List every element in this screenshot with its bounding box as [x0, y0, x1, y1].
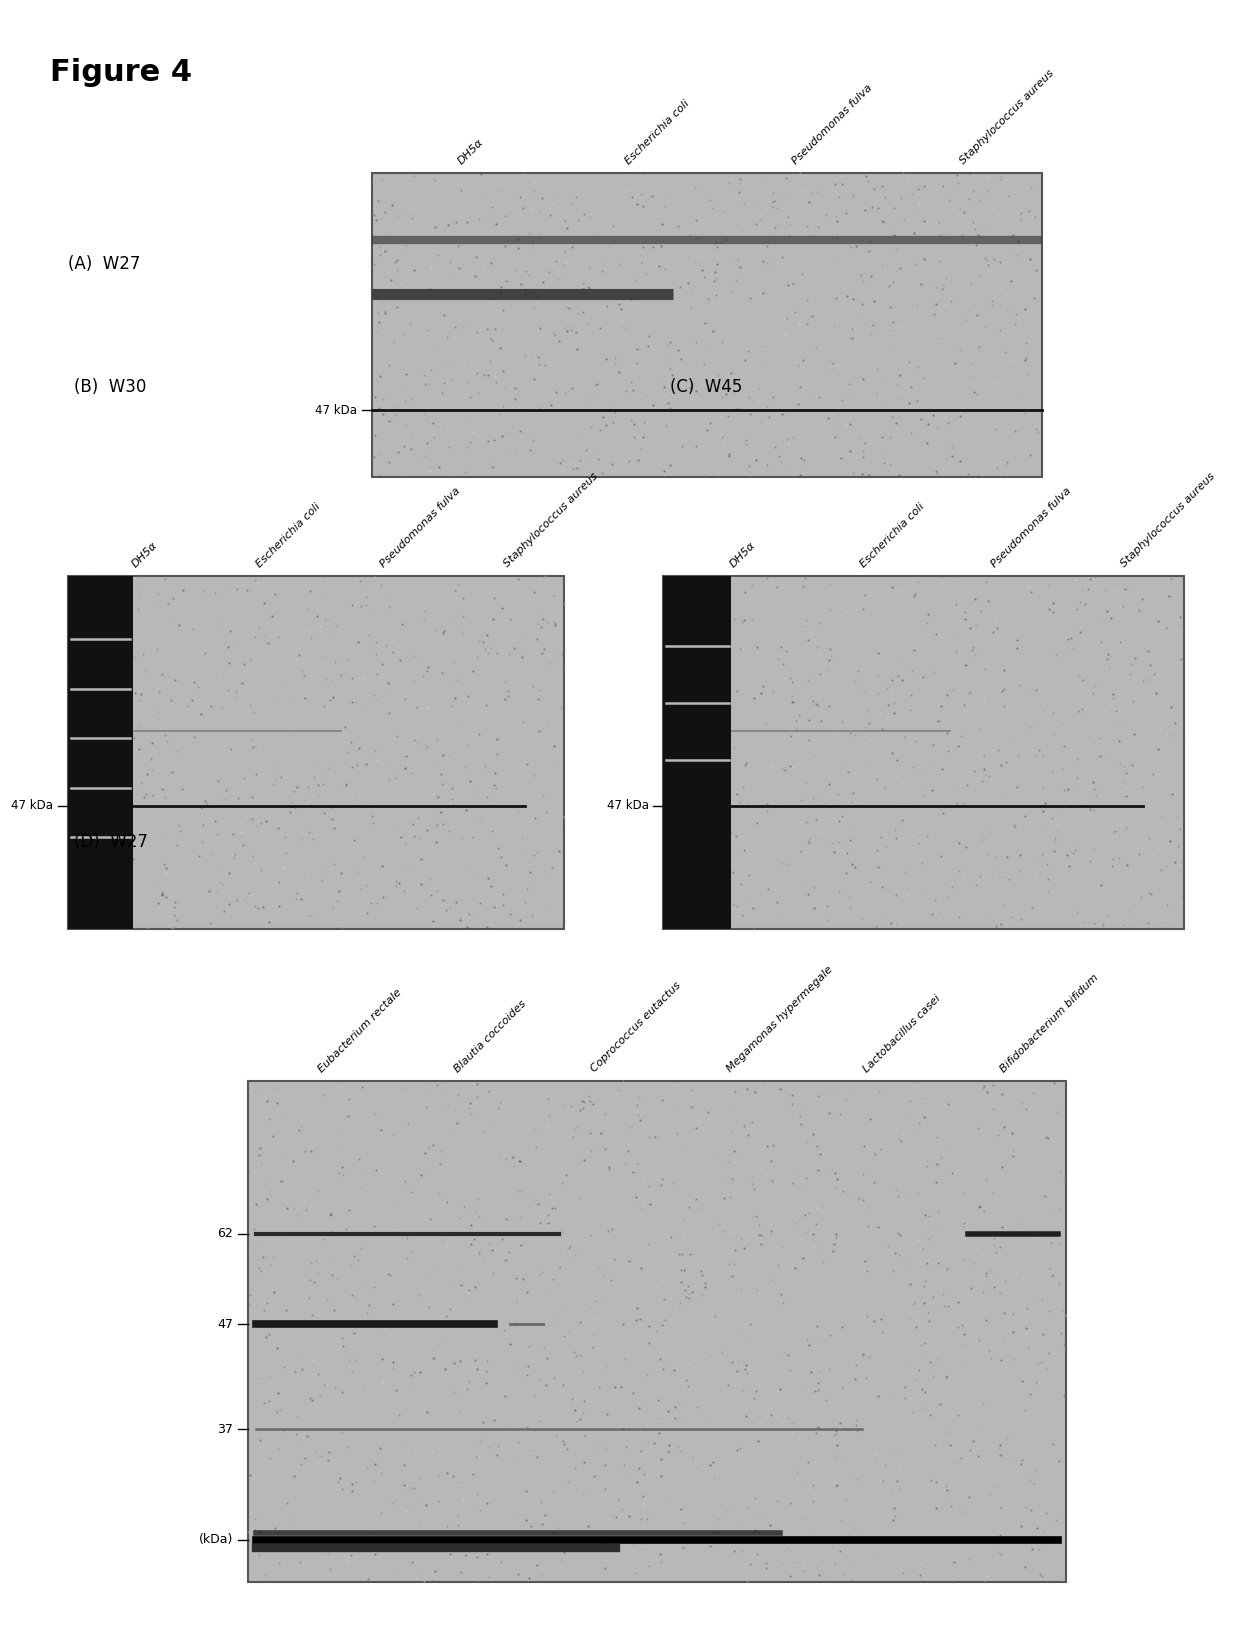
Text: Megamonas hypermegale: Megamonas hypermegale — [725, 964, 836, 1074]
Text: 47: 47 — [217, 1318, 233, 1331]
Text: (A)  W27: (A) W27 — [68, 255, 140, 273]
Bar — [663, 576, 1184, 929]
Text: Blautia coccoides: Blautia coccoides — [453, 999, 528, 1074]
Text: Bifidobacterium bifidum: Bifidobacterium bifidum — [998, 972, 1100, 1074]
Bar — [68, 576, 564, 929]
Text: (kDa): (kDa) — [198, 1533, 233, 1546]
Text: Staphylococcus aureus: Staphylococcus aureus — [957, 67, 1055, 166]
Text: Staphylococcus aureus: Staphylococcus aureus — [1120, 470, 1216, 569]
Text: Eubacterium rectale: Eubacterium rectale — [316, 987, 403, 1074]
Text: Escherichia coli: Escherichia coli — [622, 99, 691, 166]
Text: Pseudomonas fulva: Pseudomonas fulva — [791, 82, 874, 166]
Text: 62: 62 — [217, 1227, 233, 1240]
Text: Escherichia coli: Escherichia coli — [254, 502, 322, 569]
Text: (C)  W45: (C) W45 — [670, 378, 742, 395]
Text: Lactobacillus casei: Lactobacillus casei — [862, 994, 944, 1074]
Text: Pseudomonas fulva: Pseudomonas fulva — [990, 485, 1073, 569]
Text: (D)  W27: (D) W27 — [74, 834, 149, 850]
Text: DH5α: DH5α — [456, 137, 485, 166]
Text: 47 kDa: 47 kDa — [606, 799, 649, 813]
Text: 47 kDa: 47 kDa — [315, 403, 357, 416]
Text: Coprococcus eutactus: Coprococcus eutactus — [589, 980, 683, 1074]
Text: DH5α: DH5α — [130, 540, 160, 569]
Text: Staphylococcus aureus: Staphylococcus aureus — [502, 470, 600, 569]
Text: 37: 37 — [217, 1423, 233, 1436]
Bar — [663, 576, 732, 929]
Text: 47 kDa: 47 kDa — [11, 799, 53, 813]
Text: Pseudomonas fulva: Pseudomonas fulva — [378, 485, 463, 569]
Text: (B)  W30: (B) W30 — [74, 378, 146, 395]
Bar — [372, 173, 1042, 477]
Bar — [248, 1081, 1066, 1582]
Bar — [68, 576, 133, 929]
Text: Escherichia coli: Escherichia coli — [858, 502, 926, 569]
Text: Figure 4: Figure 4 — [50, 58, 192, 87]
Text: DH5α: DH5α — [729, 540, 758, 569]
